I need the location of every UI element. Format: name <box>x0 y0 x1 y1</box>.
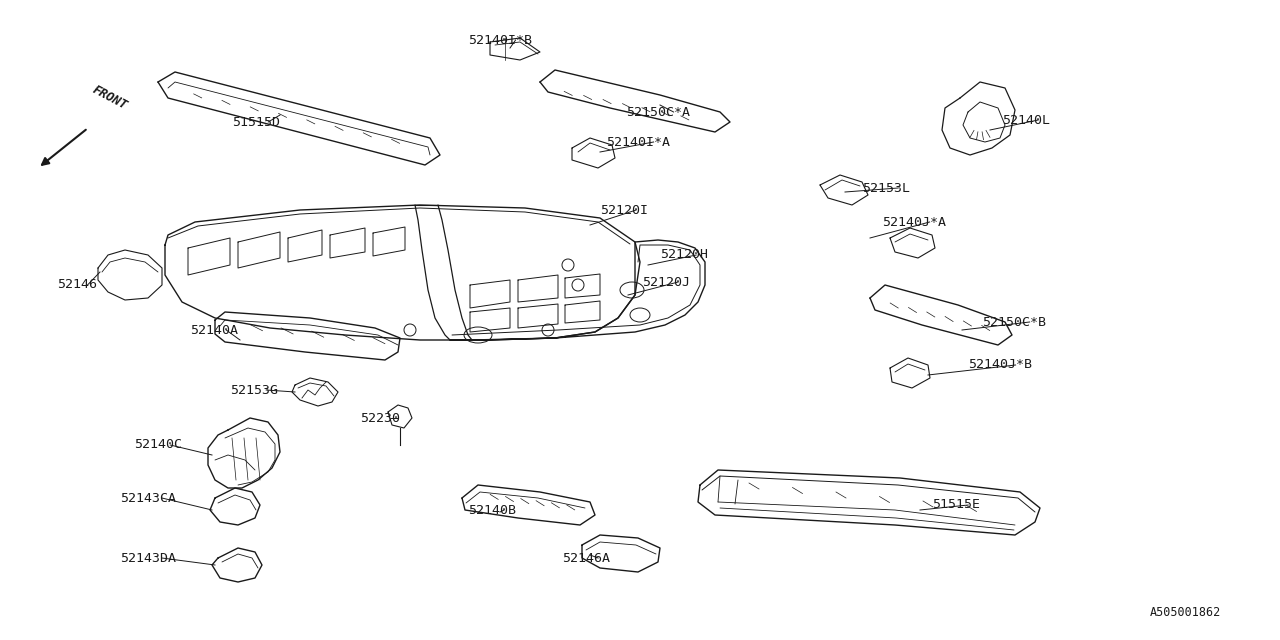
Text: 52143CA: 52143CA <box>120 492 177 504</box>
Text: 52120I: 52120I <box>600 204 648 216</box>
Text: 51515E: 51515E <box>932 499 980 511</box>
Text: 52140I*A: 52140I*A <box>605 136 669 148</box>
Text: 52230: 52230 <box>360 412 399 424</box>
Text: 52120J: 52120J <box>643 275 690 289</box>
Text: 52140A: 52140A <box>189 323 238 337</box>
Text: 52140L: 52140L <box>1002 113 1050 127</box>
Text: 52146: 52146 <box>58 278 97 291</box>
Text: 52150C*B: 52150C*B <box>982 316 1046 328</box>
Text: 52153L: 52153L <box>861 182 910 195</box>
Text: 52140I*B: 52140I*B <box>468 33 532 47</box>
Text: FRONT: FRONT <box>90 83 129 112</box>
Text: 52150C*A: 52150C*A <box>626 106 690 118</box>
Text: 52140C: 52140C <box>134 438 182 451</box>
Text: 52143DA: 52143DA <box>120 552 177 564</box>
Text: 51515D: 51515D <box>232 115 280 129</box>
Text: 52140J*B: 52140J*B <box>968 358 1032 371</box>
Text: 52140J*A: 52140J*A <box>882 216 946 228</box>
Text: A505001862: A505001862 <box>1149 605 1221 618</box>
Text: 52120H: 52120H <box>660 248 708 262</box>
Text: 52146A: 52146A <box>562 552 611 564</box>
Text: 52140B: 52140B <box>468 504 516 516</box>
Text: 52153G: 52153G <box>230 383 278 397</box>
